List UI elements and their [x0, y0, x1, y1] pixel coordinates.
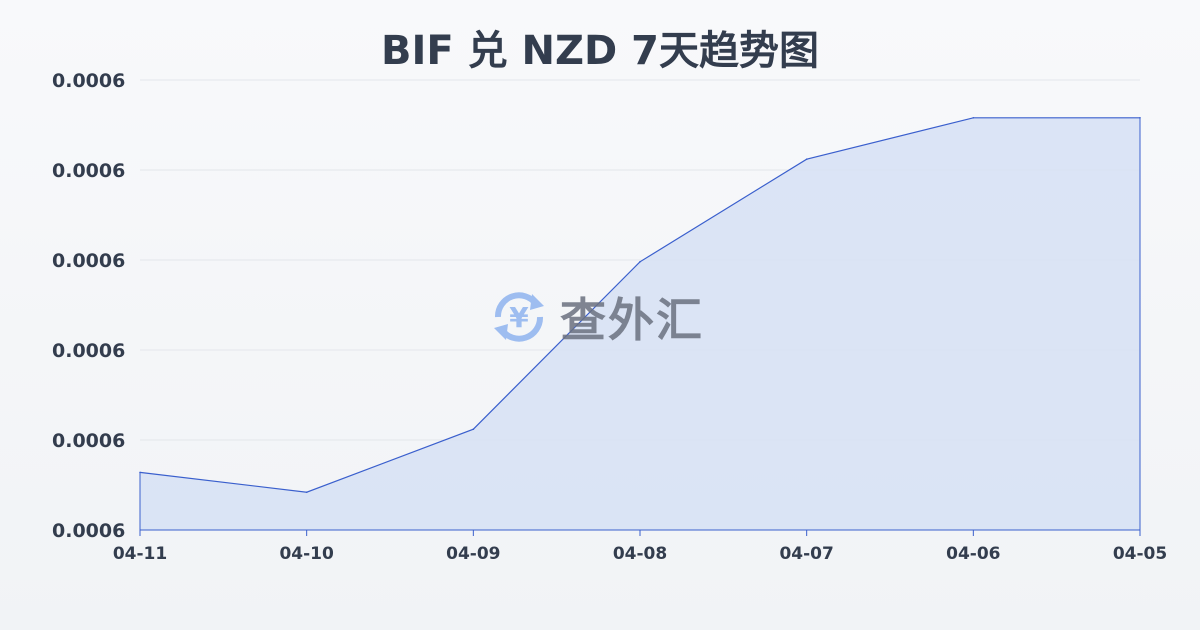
- data-point: [1139, 117, 1141, 119]
- chart-title: BIF 兑 NZD 7天趋势图: [381, 28, 819, 74]
- x-tick-label: 04-09: [446, 544, 500, 564]
- data-point: [972, 117, 975, 119]
- x-tick-label: 04-08: [613, 544, 667, 564]
- y-tick-label: 0.0006: [52, 340, 125, 362]
- y-tick-label: 0.0006: [52, 160, 125, 182]
- svg-text:¥: ¥: [509, 301, 529, 334]
- data-point: [639, 261, 641, 263]
- y-tick-label: 0.0006: [52, 430, 125, 452]
- data-point: [472, 428, 475, 431]
- watermark: ¥ 查外汇: [488, 284, 704, 350]
- x-tick-label: 04-10: [279, 544, 334, 564]
- data-point: [305, 491, 308, 494]
- y-tick-label: 0.0006: [52, 250, 125, 272]
- x-tick-label: 04-06: [946, 544, 1000, 564]
- area-fill: [140, 117, 1140, 531]
- x-tick-label: 04-11: [113, 544, 167, 564]
- y-tick-label: 0.0006: [52, 520, 125, 542]
- y-tick-label: 0.0006: [52, 70, 125, 92]
- yen-exchange-icon: ¥: [494, 292, 544, 342]
- x-tick-label: 04-07: [779, 544, 833, 564]
- data-point: [805, 158, 808, 160]
- data-point: [139, 471, 141, 474]
- x-tick-label: 04-05: [1113, 544, 1167, 564]
- watermark-text: 查外汇: [560, 293, 704, 347]
